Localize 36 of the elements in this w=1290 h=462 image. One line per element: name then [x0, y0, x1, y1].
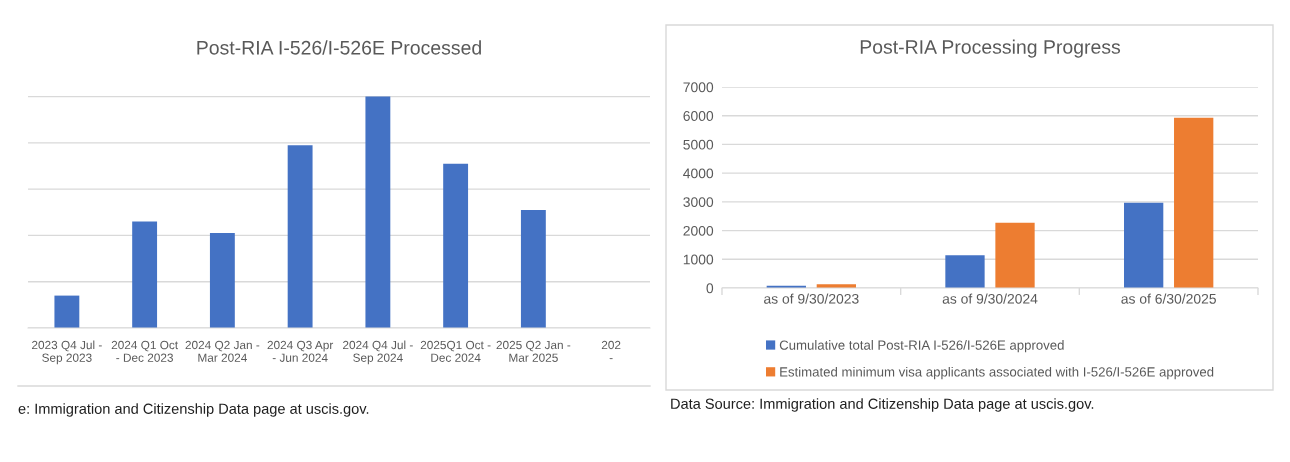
- x-tick-label: as of 6/30/2025: [1121, 293, 1216, 304]
- text: e: Immigration and Citizenship Data page at uscis.gov.: [18, 403, 369, 417]
- x-tick-label: 2024 Q1 Oct - Dec 2023: [111, 340, 179, 362]
- x-tick-label: 2023 Q4 Jul - Sep 2023: [32, 340, 102, 365]
- x-tick-label: 2024 Q3 Apr - Jun 2024: [267, 340, 334, 362]
- bar: [287, 145, 313, 328]
- bar: [132, 221, 158, 328]
- bar: [520, 209, 546, 328]
- x-tick-label: as of 9/30/2023: [764, 293, 859, 304]
- legend-label: Cumulative total Post-RIA I-526/I-526E approved: [779, 340, 1064, 353]
- bar: [365, 96, 391, 328]
- bar: [1174, 117, 1214, 288]
- y-tick-label: 0: [706, 283, 714, 294]
- bar: [1124, 202, 1164, 288]
- y-tick-label: 3000: [683, 197, 714, 208]
- x-tick-label: as of 9/30/2024: [942, 293, 1038, 304]
- x-tick-label: 2025Q1 Oct - Dec 2024: [420, 340, 491, 362]
- x-tick-label: 2024 Q2 Jan - Mar 2024: [185, 340, 260, 362]
- x-tick-label: 2024 Q4 Jul - Sep 2024: [343, 340, 413, 365]
- y-tick-label: 1000: [683, 254, 714, 265]
- bar: [995, 222, 1035, 288]
- chart-title: Post-RIA Processing Progress: [860, 39, 1121, 58]
- y-tick-label: 6000: [683, 111, 714, 121]
- bar: [443, 163, 469, 328]
- y-tick-label: 7000: [683, 82, 714, 93]
- chart-title: Post-RIA I-526/I-526E Processed: [197, 40, 481, 55]
- y-tick-label: 2000: [683, 225, 714, 236]
- bar: [54, 295, 80, 328]
- y-tick-label: 4000: [683, 168, 714, 179]
- source-note: Data Source: Immigration and Citizenship Data page at uscis.gov.: [671, 398, 1094, 412]
- x-tick-label: 202 -: [601, 340, 621, 360]
- x-tick-label: 2025 Q2 Jan - Mar 2025: [496, 340, 571, 362]
- bar: [209, 233, 235, 328]
- bar: [945, 255, 985, 288]
- y-tick-label: 5000: [683, 139, 714, 150]
- legend-label: Estimated minimum visa applicants associated with I-526/I-526E approved: [780, 366, 1214, 380]
